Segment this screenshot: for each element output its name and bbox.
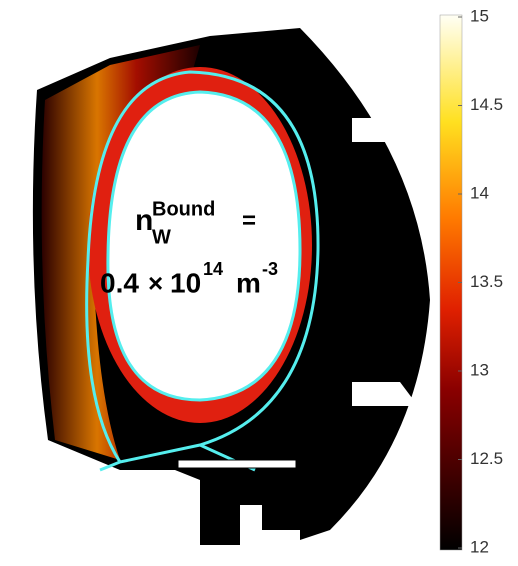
symbol: n [135,204,153,237]
base: 10 [170,267,201,298]
colorbar-tick-label: 14 [470,183,489,202]
exponent: 14 [203,259,223,279]
colorbar-tick-label: 14.5 [470,95,503,114]
notch-top [352,118,418,142]
colorbar-tick-label: 12 [470,537,489,556]
colorbar-tick-label: 12.5 [470,449,503,468]
times: × [148,268,163,298]
unit: m [236,267,261,298]
divertor-plate [177,459,297,469]
colorbar-tick-label: 13 [470,360,489,379]
plasma-core [106,90,302,402]
unit-exponent: -3 [262,259,278,279]
value: 0.4 [100,267,139,298]
notch-bottom [352,382,418,406]
edge-glow [41,45,201,460]
colorbar-tick-label: 15 [470,6,489,25]
tokamak-map [32,28,430,545]
colorbar-tick-label: 13.5 [470,272,503,291]
superscript: Bound [152,198,215,220]
subscript: W [152,226,171,248]
annotation: n W Bound = 0.4 × 10 14 m -3 [100,198,278,298]
equals: = [242,207,256,234]
